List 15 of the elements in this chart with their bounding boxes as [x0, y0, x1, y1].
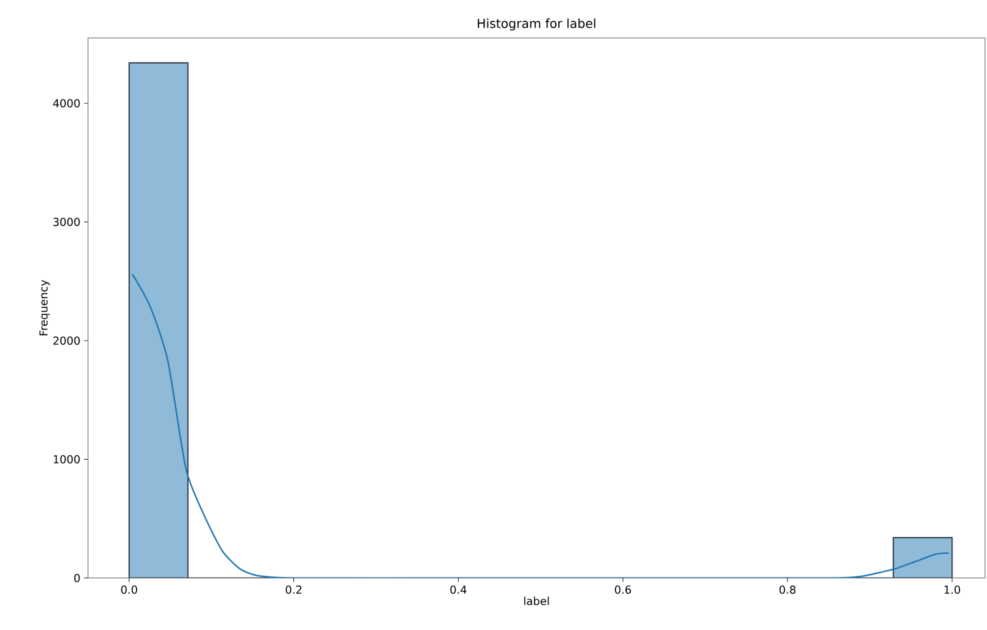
- line-series: [132, 273, 950, 578]
- x-tick-label: 1.0: [944, 586, 960, 594]
- x-tick-label: 0.6: [614, 586, 631, 594]
- x-tick-label: 0.8: [780, 586, 796, 594]
- x-tick-label: 0.4: [450, 586, 466, 594]
- y-tick-label: 1000: [54, 455, 80, 464]
- x-axis-title: label: [524, 596, 549, 606]
- y-axis-title: Frequency: [39, 280, 50, 336]
- y-tick-label: 4000: [53, 99, 80, 108]
- chart-title: Histogram for label: [478, 18, 596, 30]
- y-tick-label: 2000: [53, 336, 80, 345]
- x-tick-label: 0.0: [121, 586, 138, 594]
- x-tick-label: 0.2: [286, 586, 302, 594]
- y-tick-label: 0: [74, 574, 80, 582]
- y-tick-label: 3000: [53, 218, 80, 226]
